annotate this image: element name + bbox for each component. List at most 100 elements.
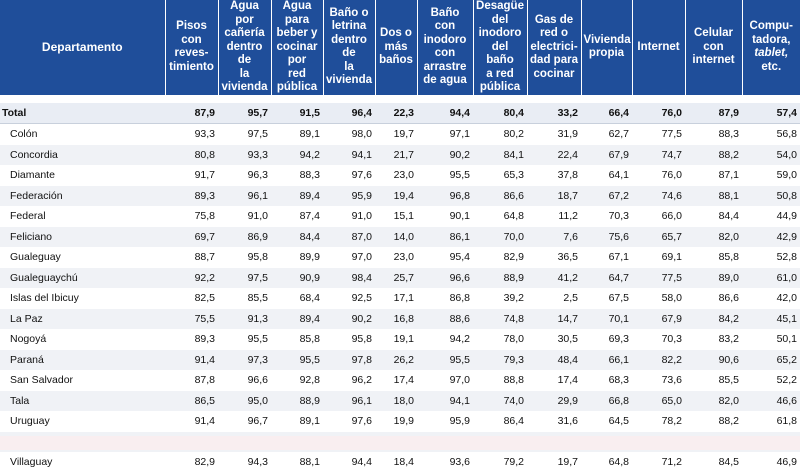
table-cell: 96,1 [323,390,375,411]
header-text-line: Baño o [329,6,369,19]
header-text-line: Internet [637,40,680,53]
table-cell: 97,1 [417,123,473,145]
table-cell: 23,0 [375,165,417,186]
table-cell: 87,1 [685,165,742,186]
table-cell: 52,2 [742,370,800,391]
table-cell: 88,2 [685,411,742,432]
table-cell: 91,0 [218,206,271,227]
table-cell: 78,0 [473,329,527,350]
table-cell: 95,8 [323,329,375,350]
row-name: Federación [0,185,165,206]
table-cell: 70,1 [581,308,632,329]
table-cell: 96,7 [218,411,271,432]
total-cell: 33,2 [527,102,581,124]
row-name: Uruguay [0,411,165,432]
table-cell: 94,2 [417,329,473,350]
column-header: Compu-tadora, tablet, etc. [741,0,800,96]
table-cell: 67,5 [581,288,632,309]
total-cell: 96,4 [323,102,375,124]
table-cell: 90,2 [323,308,375,329]
header-text-line: cocinar por [276,40,318,67]
table-cell: 52,8 [742,247,800,268]
table-cell: 82,9 [473,247,527,268]
table-cell: 86,6 [473,185,527,206]
header-text-line: baño [486,54,514,66]
table-cell: 90,2 [417,144,473,165]
table-body: Total 87,9 95,7 91,5 96,4 22,3 94,4 80,4… [0,95,800,473]
column-header: Pisos con reves-timiento [164,0,218,96]
column-header: Celular con internet [684,0,742,96]
column-header: Baño con inodoro con arrastre de agua [416,0,473,96]
table-cell: 97,5 [218,267,271,288]
table-cell: 14,7 [527,308,581,329]
table-cell: 2,5 [527,288,581,309]
table-cell: 73,6 [632,370,685,391]
table-cell: 56,8 [742,123,800,145]
table-cell: 94,3 [218,452,271,473]
table-cell: 84,4 [271,226,323,247]
table-cell: 50,8 [742,185,800,206]
table-cell: 84,2 [685,308,742,329]
table-cell: 59,0 [742,165,800,186]
table-cell: 15,1 [375,206,417,227]
table-cell: 65,3 [473,165,527,186]
table-cell: 96,8 [417,185,473,206]
table-cell: 18,4 [375,452,417,473]
table-cell: 82,9 [165,452,218,473]
table-cell: 95,8 [218,247,271,268]
table-row: Uruguay 91,4 96,7 89,1 97,6 19,9 95,9 86,4 31,6 6… [0,411,800,432]
table-cell: 89,4 [271,185,323,206]
table-cell: 82,0 [685,226,742,247]
column-header-departamento: Departamento [0,0,165,96]
table-cell: 95,9 [417,411,473,432]
table-row: Colón 93,3 97,5 89,1 98,0 19,7 97,1 80,2 31,9 62,… [0,123,800,145]
table-cell: 85,5 [685,370,742,391]
table-cell: 88,1 [685,185,742,206]
table-cell: 97,0 [323,247,375,268]
table-cell: 69,1 [632,247,685,268]
table-cell: 58,0 [632,288,685,309]
header-text-line: dentro de [226,40,263,67]
table-cell: 66,8 [581,390,632,411]
table-cell: 82,5 [165,288,218,309]
table-cell: 77,5 [632,123,685,145]
table-cell: 19,7 [527,452,581,473]
header-text-line: dad para [530,54,578,66]
row-name: Villaguay [0,452,165,473]
bottom-strip [0,436,800,450]
header-text-line: reves- [174,47,209,60]
header-gap [0,95,800,103]
table-cell: 22,4 [527,144,581,165]
total-cell: 57,4 [742,102,800,124]
table-cell: 88,2 [685,144,742,165]
table-cell: 31,6 [527,411,581,432]
table-cell: 88,3 [271,165,323,186]
total-cell: 76,0 [632,102,685,124]
table-cell: 94,1 [323,144,375,165]
column-header: Internet [631,0,685,96]
table-row: Islas del Ibicuy 82,5 85,5 68,4 92,5 17,1 86,8… [0,288,800,309]
table-cell: 83,2 [685,329,742,350]
table-cell: 75,5 [165,308,218,329]
table-cell: 91,4 [165,349,218,370]
table-cell: 69,7 [165,226,218,247]
table-cell: 64,8 [581,452,632,473]
table-cell: 19,9 [375,411,417,432]
total-cell: 94,4 [417,102,473,124]
column-header: Agua por cañería dentro de la vivienda [217,0,271,96]
table-cell: 95,9 [323,185,375,206]
column-header: Dos o más baños [374,0,417,96]
row-name: Colón [0,123,165,145]
table-row: Federal 75,8 91,0 87,4 91,0 15,1 90,1 64,8 11,2 7… [0,206,800,227]
table-cell: 92,8 [271,370,323,391]
column-header: Vivienda propia [580,0,632,96]
table-row: Gualeguay 88,7 95,8 89,9 97,0 23,0 95,4 82,9 36,… [0,247,800,268]
table-cell: 77,5 [632,267,685,288]
column-header: Gas de red o electrici-dad para cocinar [526,0,581,96]
table-cell: 61,0 [742,267,800,288]
header-text-line: letrina [331,20,367,33]
table-cell: 87,0 [323,226,375,247]
header-text-line: propia [588,47,625,60]
row-name: Gualeguaychú [0,267,165,288]
table-cell: 80,2 [473,123,527,145]
